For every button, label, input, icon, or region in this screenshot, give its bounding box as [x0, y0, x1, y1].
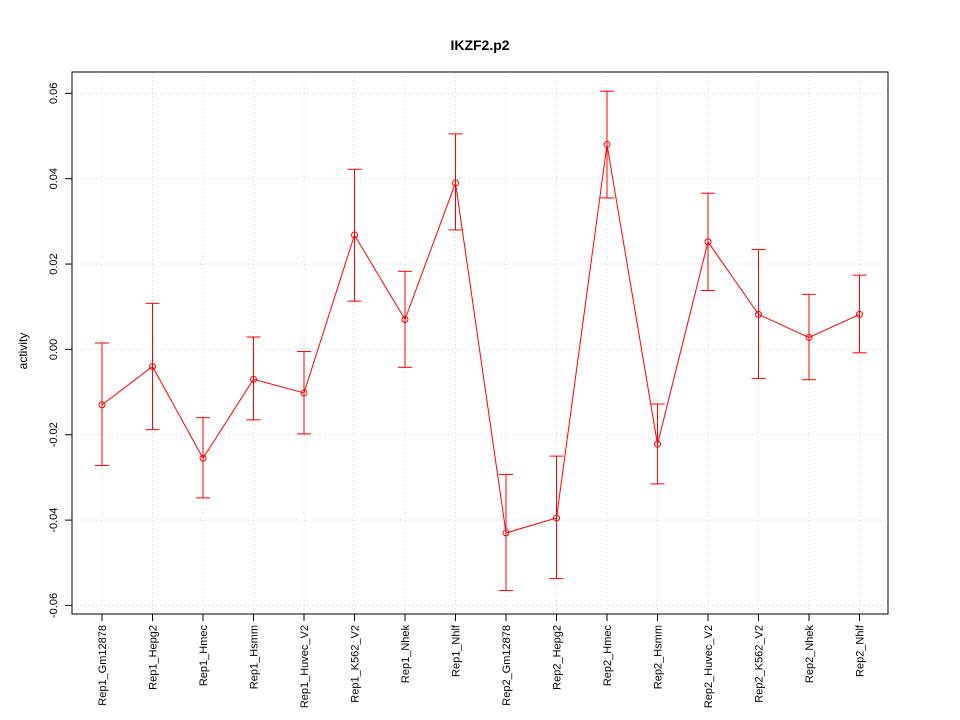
x-tick-label: Rep1_K562_V2 — [350, 625, 362, 703]
series-line — [101, 144, 860, 534]
x-tick-label: Rep1_Hsmm — [249, 625, 261, 689]
y-tick-label: 0.06 — [48, 83, 60, 104]
data-point — [98, 401, 106, 409]
plot-frame — [71, 71, 889, 615]
data-point — [654, 440, 661, 448]
chart-title: IKZF2.p2 — [450, 37, 509, 53]
x-axis: Rep1_Gm12878 Rep1_Hepg2 Rep1_Hmec Rep1_Hsmm… — [97, 613, 867, 708]
data-point — [755, 310, 762, 318]
x-tick-label: Rep2_Hmec — [602, 625, 614, 687]
x-tick-label: Rep2_Nhek — [804, 625, 816, 684]
data-point — [704, 238, 712, 246]
data-point — [553, 514, 560, 522]
data-point — [351, 231, 358, 239]
x-tick-label: Rep1_Hepg2 — [148, 625, 160, 690]
x-tick-label: Rep2_Hsmm — [653, 625, 665, 689]
y-tick-label: -0.06 — [48, 593, 60, 618]
x-tick-label: Rep2_Huvec_V2 — [703, 625, 715, 708]
x-tick-label: Rep1_Nhek — [400, 625, 412, 684]
y-tick-label: -0.02 — [48, 422, 60, 447]
y-tick-label: 0.04 — [48, 168, 60, 189]
series — [95, 90, 867, 592]
y-tick-label: 0.00 — [48, 339, 60, 360]
data-point — [603, 141, 611, 149]
grid — [72, 72, 888, 614]
x-tick-label: Rep2_Nhlf — [855, 624, 867, 677]
data-point — [300, 389, 308, 397]
x-tick-label: Rep1_Nhlf — [451, 624, 463, 677]
data-point — [805, 333, 813, 341]
x-tick-label: Rep1_Huvec_V2 — [299, 625, 311, 708]
data-point — [401, 316, 409, 324]
data-point — [502, 529, 510, 537]
data-point — [250, 375, 257, 383]
data-point — [199, 454, 207, 462]
data-point — [149, 362, 156, 370]
x-tick-label: Rep1_Gm12878 — [97, 625, 109, 706]
data-point — [856, 310, 863, 318]
x-tick-label: Rep2_Gm12878 — [501, 625, 513, 706]
y-tick-label: 0.02 — [48, 253, 60, 274]
x-tick-label: Rep2_Hepg2 — [552, 625, 564, 690]
data-point — [452, 179, 459, 187]
x-tick-label: Rep1_Hmec — [198, 625, 210, 687]
y-axis-label: activity — [16, 333, 30, 370]
x-tick-label: Rep2_K562_V2 — [754, 625, 766, 703]
y-axis: -0.06 -0.04 -0.02 0.00 0.02 0.04 0.06 — [48, 83, 73, 618]
y-tick-label: -0.04 — [48, 508, 60, 533]
